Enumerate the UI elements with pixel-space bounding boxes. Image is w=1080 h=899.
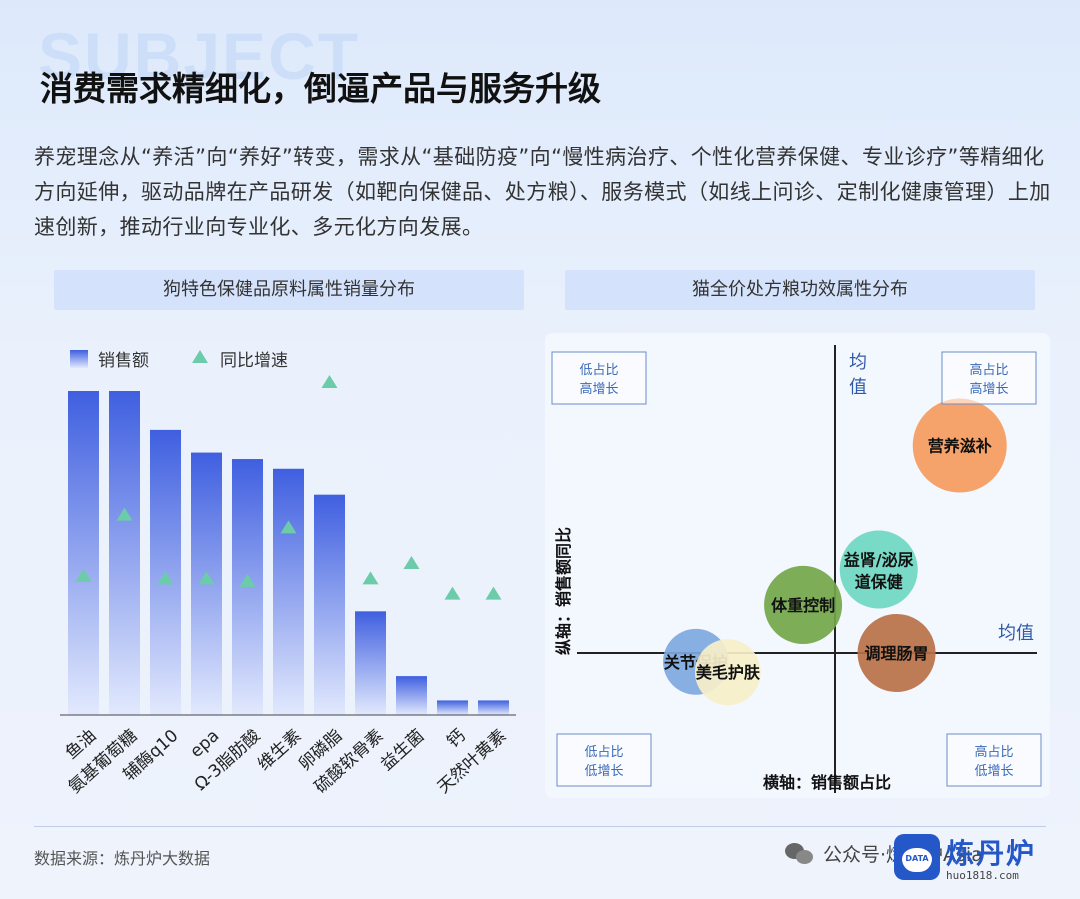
bubble-label: 体重控制 [771,596,835,615]
quadrant-label: 高占比 [969,362,1008,378]
bar [355,611,386,715]
category-label: 益生菌 [377,726,428,775]
wechat-icon [785,841,815,867]
brand-url: huo1818.com [946,869,1019,882]
page-title: 消费需求精细化，倒逼产品与服务升级 [40,69,601,108]
bubble: 体重控制 [764,565,843,644]
subject-watermark: SUBJECT [38,19,361,93]
bar [396,676,427,715]
bar [109,391,140,715]
footer-divider [34,826,1046,827]
bubble-label: 道保健 [855,573,903,592]
left-panel-title: 狗特色保健品原料属性销量分布 [54,270,524,310]
bar-legend: 销售额 同比增速 [70,350,288,371]
brand-mascot-icon: DATA [894,834,940,880]
quadrant-label: 低增长 [584,764,623,779]
growth-marker [321,375,338,388]
growth-marker [239,573,256,587]
growth-marker [280,520,297,534]
bubble-circle [857,613,936,693]
category-label: 钙 [443,726,469,752]
quadrant-label: 低占比 [584,745,623,760]
y-mean-label: 值 [849,377,867,398]
growth-marker [403,556,420,570]
growth-marker [444,586,461,600]
bubble-circle [912,398,1007,493]
bubble-circle [694,639,761,706]
growth-marker [157,571,174,585]
bar [478,700,509,715]
legend-label-growth: 同比增速 [220,351,288,371]
growth-marker [75,568,92,582]
bar [437,700,468,715]
y-mean-label: 均 [849,352,867,373]
growth-marker [362,571,379,585]
bubble-label: 益肾/泌尿 [844,551,914,570]
quadrant-label: 高增长 [969,381,1008,397]
bar [273,468,304,715]
data-source: 数据来源：炼丹炉大数据 [34,849,211,868]
x-axis-title: 横轴：销售额占比 [763,773,891,792]
category-label: 维生素 [254,726,305,775]
brand-logo-tag: DATA [905,854,929,863]
bar [68,391,99,715]
x-mean-label: 均值 [998,623,1034,644]
legend-swatch-sales [70,350,88,368]
growth-marker [116,507,133,521]
bubble-circle [839,530,918,609]
bubble-label: 营养滋补 [928,437,992,456]
growth-marker [485,586,502,600]
bubble: 营养滋补 [912,398,1007,493]
right-panel-title: 猫全价处方粮功效属性分布 [565,270,1035,310]
bubble-label: 美毛护肤 [696,663,761,682]
bubble-label: 调理肠胃 [865,644,929,663]
quadrant-label: 低增长 [974,764,1013,779]
quadrant-label: 高占比 [974,744,1013,760]
brand-logo: DATA 炼丹炉 huo1818.com [894,832,1050,888]
legend-label-sales: 销售额 [98,351,149,371]
growth-marker [198,571,215,585]
bar [314,494,345,715]
bubble: 调理肠胃 [857,613,936,693]
quadrant-label: 低占比 [579,363,618,378]
bubble: 美毛护肤 [694,639,761,706]
legend-swatch-growth [192,350,208,363]
y-axis-title: 纵轴：销售额同比 [554,527,573,655]
intro-paragraph: 养宠理念从“养活”向“养好”转变，需求从“基础防疫”向“慢性病治疗、个性化营养保… [34,145,1051,239]
bar [232,459,263,715]
quadrant-chart: 营养滋补益肾/泌尿道保健体重控制调理肠胃关节保护美毛护肤低占比高增长高占比高增长… [551,345,1042,793]
quadrant-label: 高增长 [579,381,618,397]
bubble-circle [764,565,843,644]
brand-name: 炼丹炉 [946,837,1037,870]
